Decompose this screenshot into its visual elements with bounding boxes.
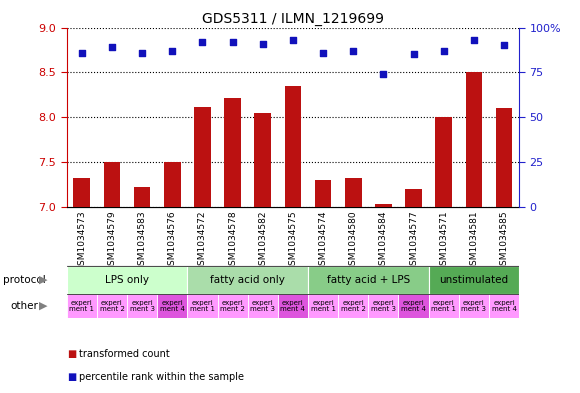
Text: fatty acid only: fatty acid only [210, 275, 285, 285]
Text: experi
ment 2: experi ment 2 [220, 300, 245, 312]
Point [228, 39, 237, 45]
Bar [278, 294, 308, 318]
Point [469, 37, 478, 43]
Bar [398, 294, 429, 318]
Bar [345, 178, 361, 207]
Bar [97, 294, 127, 318]
Point [77, 50, 86, 56]
Bar [315, 180, 331, 207]
Point [198, 39, 207, 45]
Text: experi
ment 3: experi ment 3 [461, 300, 487, 312]
Text: protocol: protocol [3, 275, 46, 285]
Point [349, 48, 358, 54]
Text: experi
ment 1: experi ment 1 [431, 300, 456, 312]
Bar [157, 294, 187, 318]
Text: fatty acid + LPS: fatty acid + LPS [327, 275, 410, 285]
Bar [436, 118, 452, 207]
Text: experi
ment 1: experi ment 1 [190, 300, 215, 312]
Bar [285, 86, 301, 207]
Bar [489, 294, 519, 318]
Text: GSM1034581: GSM1034581 [469, 210, 478, 271]
Text: experi
ment 4: experi ment 4 [401, 300, 426, 312]
Text: GSM1034585: GSM1034585 [499, 210, 509, 271]
Bar [375, 204, 392, 207]
Text: experi
ment 2: experi ment 2 [341, 300, 365, 312]
Bar [224, 97, 241, 207]
Point [288, 37, 298, 43]
Text: GSM1034579: GSM1034579 [107, 210, 117, 271]
Bar [218, 294, 248, 318]
Bar [429, 294, 459, 318]
Bar [459, 294, 489, 318]
Bar [496, 108, 512, 207]
Bar [164, 162, 180, 207]
Text: ■: ■ [67, 372, 76, 382]
Text: GSM1034584: GSM1034584 [379, 210, 388, 271]
Text: other: other [10, 301, 38, 311]
Text: experi
ment 3: experi ment 3 [250, 300, 276, 312]
Text: GSM1034574: GSM1034574 [318, 210, 328, 271]
Text: GSM1034578: GSM1034578 [228, 210, 237, 271]
Bar [127, 294, 157, 318]
Text: GSM1034571: GSM1034571 [439, 210, 448, 271]
Bar [255, 113, 271, 207]
Title: GDS5311 / ILMN_1219699: GDS5311 / ILMN_1219699 [202, 13, 384, 26]
Bar [187, 266, 308, 294]
Text: GSM1034572: GSM1034572 [198, 210, 207, 271]
Text: GSM1034576: GSM1034576 [168, 210, 177, 271]
Bar [368, 294, 398, 318]
Text: percentile rank within the sample: percentile rank within the sample [79, 372, 244, 382]
Bar [308, 266, 429, 294]
Bar [67, 294, 97, 318]
Bar [104, 162, 120, 207]
Point [137, 50, 147, 56]
Bar [134, 187, 150, 207]
Text: experi
ment 4: experi ment 4 [281, 300, 305, 312]
Text: GSM1034580: GSM1034580 [349, 210, 358, 271]
Bar [187, 294, 218, 318]
Bar [429, 266, 519, 294]
Text: transformed count: transformed count [79, 349, 170, 359]
Bar [405, 189, 422, 207]
Bar [67, 266, 187, 294]
Point [258, 40, 267, 47]
Bar [194, 107, 211, 207]
Point [318, 50, 328, 56]
Bar [248, 294, 278, 318]
Text: experi
ment 4: experi ment 4 [160, 300, 184, 312]
Bar [74, 178, 90, 207]
Bar [466, 72, 482, 207]
Point [439, 48, 448, 54]
Text: ▶: ▶ [39, 301, 48, 311]
Text: experi
ment 1: experi ment 1 [310, 300, 336, 312]
Text: GSM1034577: GSM1034577 [409, 210, 418, 271]
Text: GSM1034583: GSM1034583 [137, 210, 147, 271]
Text: GSM1034573: GSM1034573 [77, 210, 86, 271]
Text: unstimulated: unstimulated [439, 275, 509, 285]
Text: LPS only: LPS only [105, 275, 149, 285]
Text: experi
ment 3: experi ment 3 [371, 300, 396, 312]
Point [409, 51, 418, 58]
Text: experi
ment 3: experi ment 3 [129, 300, 155, 312]
Point [107, 44, 117, 50]
Text: ■: ■ [67, 349, 76, 359]
Text: GSM1034582: GSM1034582 [258, 210, 267, 271]
Point [379, 71, 388, 77]
Bar [338, 294, 368, 318]
Point [168, 48, 177, 54]
Text: experi
ment 4: experi ment 4 [492, 300, 516, 312]
Text: experi
ment 1: experi ment 1 [69, 300, 95, 312]
Point [499, 42, 509, 49]
Text: experi
ment 2: experi ment 2 [100, 300, 124, 312]
Text: GSM1034575: GSM1034575 [288, 210, 298, 271]
Text: ▶: ▶ [39, 275, 48, 285]
Bar [308, 294, 338, 318]
